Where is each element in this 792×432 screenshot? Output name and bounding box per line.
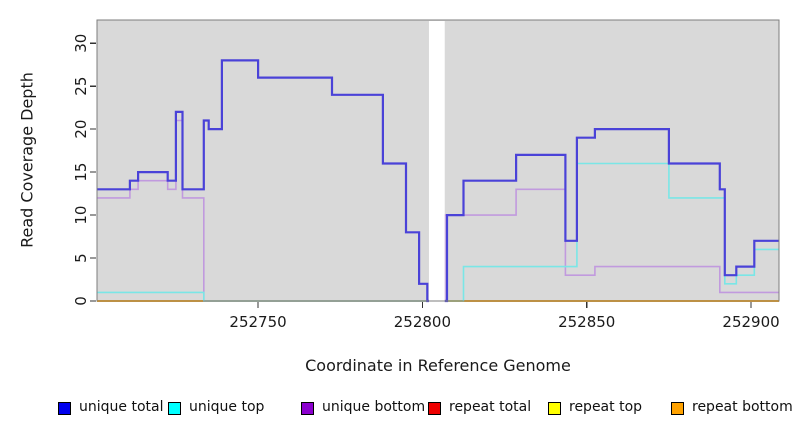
y-tick-label: 15	[72, 163, 90, 182]
y-tick-label: 5	[72, 253, 90, 263]
y-tick-label: 0	[72, 296, 90, 306]
y-axis-title: Read Coverage Depth	[17, 72, 37, 248]
series-unique-bottom	[97, 119, 779, 302]
y-tick-label: 10	[72, 206, 90, 225]
y-tick-label: 25	[72, 77, 90, 96]
x-tick-label: 252850	[558, 313, 615, 331]
coverage-gap	[428, 21, 445, 303]
x-tick-label: 252800	[394, 313, 451, 331]
x-tick-label: 252750	[229, 313, 286, 331]
y-tick-label: 30	[72, 34, 90, 53]
x-tick-label: 252900	[722, 313, 779, 331]
series-unique-total	[97, 59, 779, 303]
y-tick-label: 20	[72, 120, 90, 139]
plot-border	[96, 19, 780, 302]
x-axis-title: Coordinate in Reference Genome	[305, 356, 571, 375]
